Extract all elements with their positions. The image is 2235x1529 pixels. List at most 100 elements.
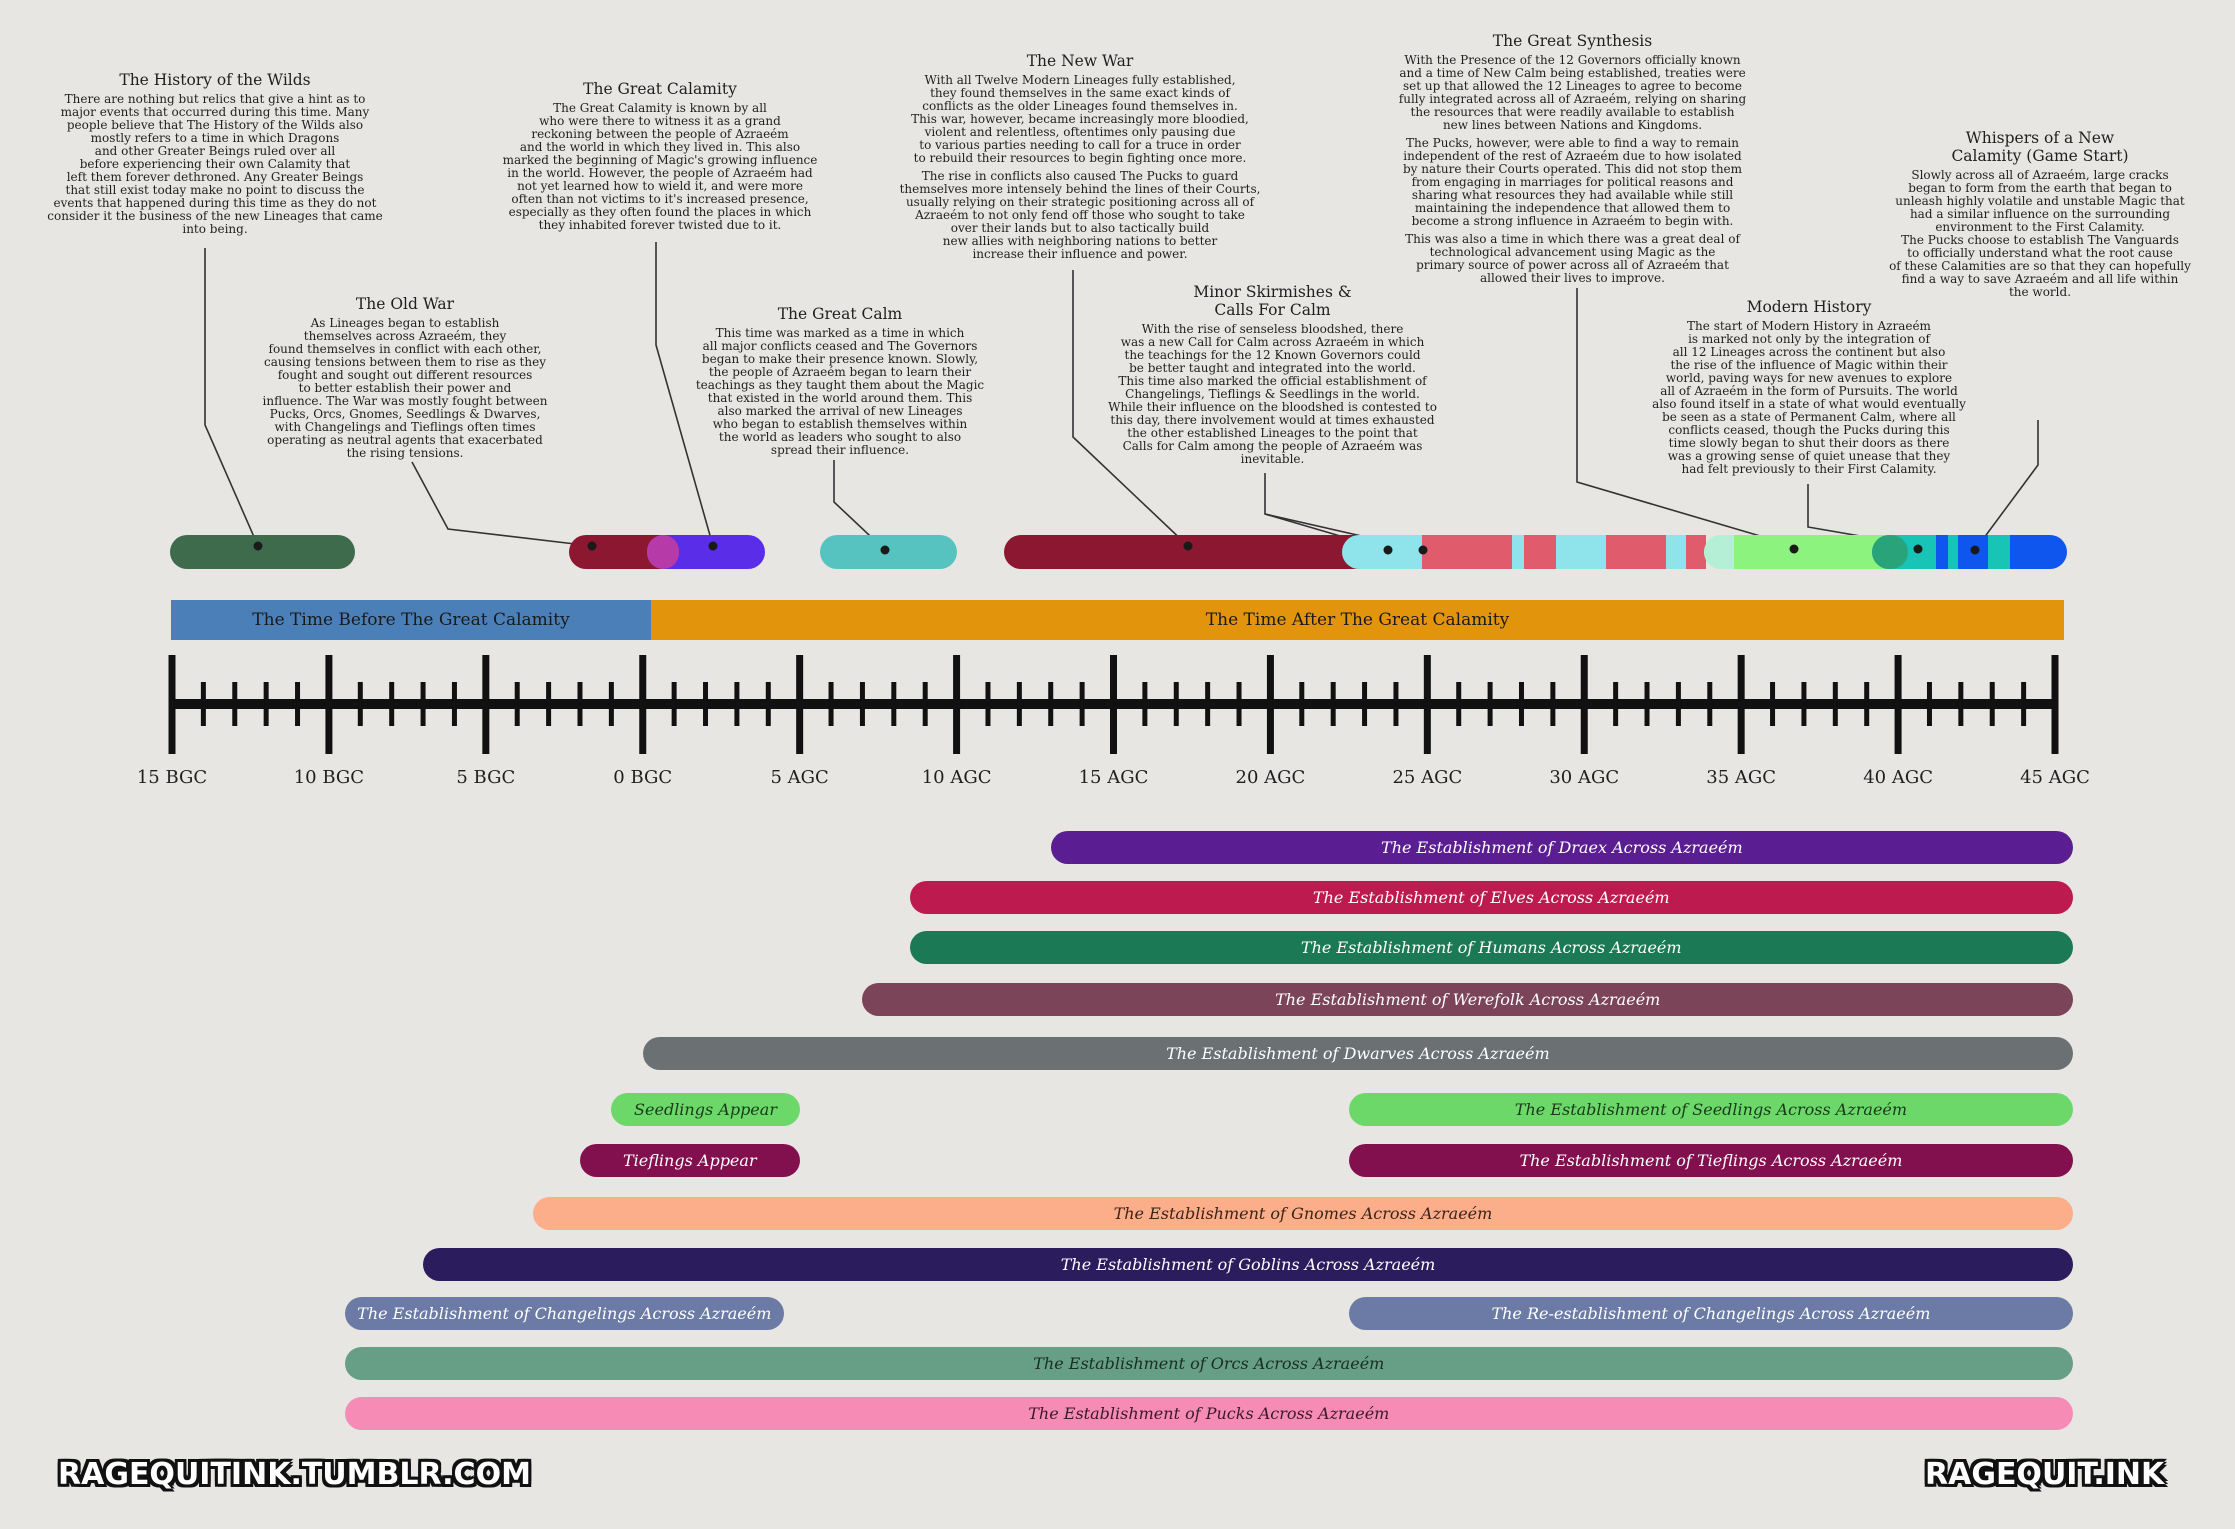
period-history-of-the-wilds: [170, 535, 355, 569]
ruler-minor-tick: [1675, 682, 1681, 726]
connector-great-calamity: [655, 242, 714, 547]
era-after-calamity: The Time After The Great Calamity: [651, 600, 2064, 640]
ruler-minor-tick: [608, 682, 614, 726]
lineage-bar: The Establishment of Seedlings Across Az…: [1348, 1093, 2073, 1126]
period-minor-red-4: [1686, 535, 1706, 569]
ruler-minor-tick: [1173, 682, 1179, 726]
lineage-bar: The Establishment of Werefolk Across Azr…: [862, 983, 2073, 1016]
period-minor-light-1: [1512, 535, 1524, 569]
dot-minor-2: [1418, 545, 1428, 555]
ruler-label: 20 AGC: [1235, 767, 1306, 788]
period-minor-light-2: [1556, 535, 1606, 569]
ruler-minor-tick: [1016, 682, 1022, 726]
ruler-minor-tick: [985, 682, 991, 726]
annotation-text: The Great Calamity is known by all who w…: [502, 101, 818, 232]
dot-modern: [1913, 544, 1923, 554]
ruler-minor-tick: [2021, 682, 2027, 726]
ruler-minor-tick: [295, 682, 301, 726]
period-great-synthesis: [1704, 535, 1904, 569]
annotation-great-calamity: The Great Calamity The Great Calamity is…: [490, 80, 830, 237]
annotation-text: There are nothing but relics that give a…: [47, 92, 383, 236]
ruler-minor-tick: [420, 682, 426, 726]
connector-great-calm: [833, 460, 886, 551]
timeline-ruler: [168, 655, 2059, 754]
annotation-title: Whispers of a New Calamity (Game Start): [1951, 129, 2129, 165]
ruler-major-tick: [482, 655, 490, 754]
ruler-minor-tick: [703, 682, 709, 726]
watermark-left: RAGEQUITINK.TUMBLR.COM: [58, 1457, 531, 1492]
lineage-bar: The Establishment of Goblins Across Azra…: [423, 1248, 2073, 1281]
dot-wilds: [253, 541, 263, 551]
ruler-minor-tick: [1864, 682, 1870, 726]
annotation-text: The Pucks, however, were able to find a …: [1402, 136, 1743, 228]
connector-new-war: [1072, 270, 1189, 547]
annotation-title: The Old War: [355, 295, 455, 313]
ruler-minor-tick: [232, 682, 238, 726]
ruler-minor-tick: [1801, 682, 1807, 726]
annotation-history-of-the-wilds: The History of the Wilds There are nothi…: [30, 71, 400, 241]
dot-great-calm: [880, 545, 890, 555]
lineage-bar: The Establishment of Tieflings Across Az…: [1348, 1144, 2073, 1177]
ruler-minor-tick: [357, 682, 363, 726]
ruler-minor-tick: [263, 682, 269, 726]
annotation-text: The start of Modern History in Azraeém i…: [1652, 319, 1966, 476]
dot-whispers: [1970, 545, 1980, 555]
period-whispers-gap-2: [1988, 535, 2010, 569]
ruler-minor-tick: [1550, 682, 1556, 726]
ruler-label: 45 AGC: [2020, 767, 2090, 788]
ruler-major-tick: [1266, 655, 1274, 754]
ruler-minor-tick: [671, 682, 677, 726]
lineage-bar: The Establishment of Pucks Across Azraeé…: [344, 1397, 2073, 1430]
lineage-bar: Tieflings Appear: [579, 1144, 800, 1177]
ruler-minor-tick: [1518, 682, 1524, 726]
annotation-modern-history: Modern History The start of Modern Histo…: [1650, 298, 1968, 481]
annotation-great-synthesis: The Great Synthesis With the Presence of…: [1390, 32, 1755, 290]
ruler-minor-tick: [1926, 682, 1932, 726]
watermark-right: RAGEQUIT.INK: [1925, 1457, 2165, 1492]
ruler-minor-tick: [514, 682, 520, 726]
ruler-label: 25 AGC: [1392, 767, 1463, 788]
ruler-label: 0 BGC: [613, 767, 673, 788]
dot-synthesis: [1789, 544, 1799, 554]
ruler-minor-tick: [891, 682, 897, 726]
ruler-label: 5 BGC: [456, 767, 516, 788]
ruler-major-tick: [1737, 655, 1745, 754]
lineage-bar: The Establishment of Orcs Across Azraeém: [344, 1347, 2073, 1380]
lineage-bar: The Establishment of Elves Across Azraeé…: [909, 881, 2073, 914]
annotation-title: The New War: [1026, 52, 1134, 70]
lineage-bar: The Re-establishment of Changelings Acro…: [1348, 1297, 2073, 1330]
ruler-minor-tick: [1456, 682, 1462, 726]
ruler-minor-tick: [546, 682, 552, 726]
ruler-major-tick: [796, 655, 804, 754]
ruler-major-tick: [1580, 655, 1588, 754]
ruler-minor-tick: [1362, 682, 1368, 726]
period-whispers-gap: [1948, 535, 1958, 569]
ruler-minor-tick: [1236, 682, 1242, 726]
ruler-label: 10 BGC: [293, 767, 365, 788]
annotation-title: The Great Synthesis: [1492, 32, 1653, 50]
ruler-minor-tick: [577, 682, 583, 726]
ruler-minor-tick: [1989, 682, 1995, 726]
ruler-minor-tick: [859, 682, 865, 726]
annotation-text: This was also a time in which there was …: [1405, 232, 1740, 285]
ruler-minor-tick: [734, 682, 740, 726]
period-whispers-3: [2010, 535, 2067, 569]
dot-minor-1: [1383, 545, 1393, 555]
ruler-minor-tick: [1487, 682, 1493, 726]
lineage-bar: The Establishment of Changelings Across …: [344, 1297, 784, 1330]
ruler-major-tick: [1110, 655, 1117, 754]
connector-old-war: [411, 461, 593, 547]
dot-great-calamity: [708, 541, 718, 551]
ruler-major-tick: [2051, 655, 2059, 754]
period-minor-skirmishes-light: [1342, 535, 1422, 569]
ruler-minor-tick: [451, 682, 457, 726]
ruler-minor-tick: [1393, 682, 1399, 726]
ruler-minor-tick: [922, 682, 928, 726]
ruler-minor-tick: [1079, 682, 1085, 726]
ruler-minor-tick: [1299, 682, 1305, 726]
period-calamity-overlap: [647, 535, 679, 569]
ruler-minor-tick: [1048, 682, 1054, 726]
annotation-new-war: The New War With all Twelve Modern Linea…: [890, 52, 1270, 266]
dot-old-war: [587, 541, 597, 551]
lineage-bar: Seedlings Appear: [611, 1093, 800, 1126]
